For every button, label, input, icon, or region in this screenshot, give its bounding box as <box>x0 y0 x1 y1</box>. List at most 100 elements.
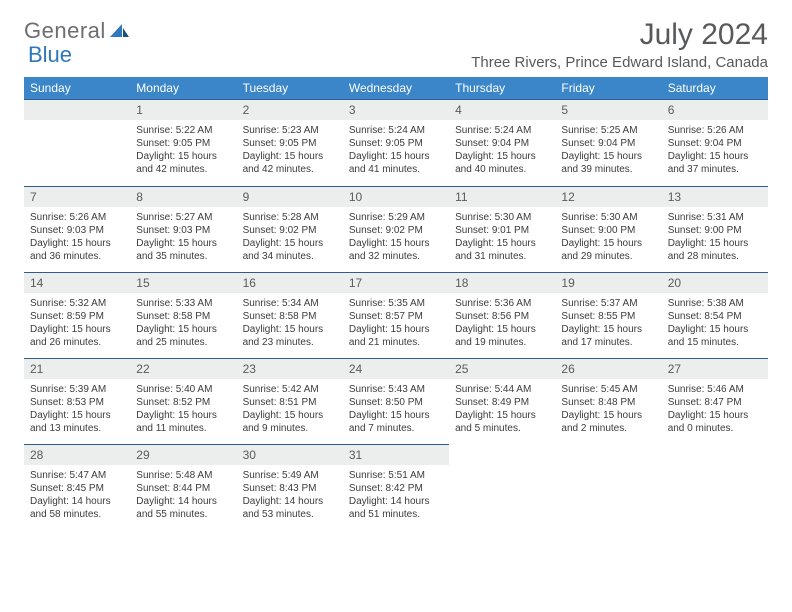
day-body: Sunrise: 5:42 AMSunset: 8:51 PMDaylight:… <box>237 379 343 441</box>
sunrise-line: Sunrise: 5:30 AM <box>455 212 531 223</box>
weekday-header: Tuesday <box>237 77 343 99</box>
sunset-line: Sunset: 8:42 PM <box>349 483 423 494</box>
calendar-day-empty <box>662 443 768 529</box>
calendar-week: 1Sunrise: 5:22 AMSunset: 9:05 PMDaylight… <box>24 99 768 185</box>
calendar-table: SundayMondayTuesdayWednesdayThursdayFrid… <box>24 77 768 530</box>
day-body: Sunrise: 5:27 AMSunset: 9:03 PMDaylight:… <box>130 207 236 269</box>
calendar-day: 12Sunrise: 5:30 AMSunset: 9:00 PMDayligh… <box>555 185 661 271</box>
daylight-line: Daylight: 15 hours and 7 minutes. <box>349 410 430 434</box>
calendar-day: 24Sunrise: 5:43 AMSunset: 8:50 PMDayligh… <box>343 357 449 443</box>
sunset-line: Sunset: 9:03 PM <box>30 225 104 236</box>
day-body: Sunrise: 5:31 AMSunset: 9:00 PMDaylight:… <box>662 207 768 269</box>
calendar-week: 7 Sunrise: 5:26 AM Sunset: 9:03 PM Daylight… <box>24 185 768 271</box>
sunset-line: Sunset: 9:01 PM <box>455 225 529 236</box>
sunset-line: Sunset: 8:49 PM <box>455 397 529 408</box>
sunset-line: Sunset: 9:03 PM <box>136 225 210 236</box>
day-number: 10 <box>343 186 449 207</box>
day-number: 24 <box>343 358 449 379</box>
sunrise-line: Sunrise: 5:51 AM <box>349 470 425 481</box>
daylight-line: Daylight: 15 hours and 42 minutes. <box>136 151 217 175</box>
day-body: Sunrise: 5:40 AMSunset: 8:52 PMDaylight:… <box>130 379 236 441</box>
day-number: 23 <box>237 358 343 379</box>
calendar-day: 7Sunrise: 5:26 AMSunset: 9:03 PMDaylight… <box>24 185 130 271</box>
sunrise-line: Sunrise: 5:24 AM <box>349 125 425 136</box>
day-number: 19 <box>555 272 661 293</box>
header: General July 2024 Three Rivers, Prince E… <box>24 18 768 71</box>
sunrise-line: Sunrise: 5:48 AM <box>136 470 212 481</box>
weekday-header-row: SundayMondayTuesdayWednesdayThursdayFrid… <box>24 77 768 99</box>
daylight-line: Daylight: 15 hours and 32 minutes. <box>349 238 430 262</box>
sunset-line: Sunset: 9:04 PM <box>561 138 635 149</box>
sunset-line: Sunset: 8:55 PM <box>561 311 635 322</box>
sunset-line: Sunset: 9:02 PM <box>349 225 423 236</box>
day-body: Sunrise: 5:43 AMSunset: 8:50 PMDaylight:… <box>343 379 449 441</box>
sunrise-line: Sunrise: 5:35 AM <box>349 298 425 309</box>
calendar-day: 10 Sunrise: 5:29 AM Sunset: 9:02 PM Dayligh… <box>343 185 449 271</box>
day-number: 7 <box>24 186 130 207</box>
day-body: Sunrise: 5:37 AMSunset: 8:55 PMDaylight:… <box>555 293 661 355</box>
calendar-day-empty <box>24 99 130 185</box>
sunrise-line: Sunrise: 5:33 AM <box>136 298 212 309</box>
calendar-day: 28Sunrise: 5:47 AMSunset: 8:45 PMDayligh… <box>24 443 130 529</box>
calendar-week: 14Sunrise: 5:32 AMSunset: 8:59 PMDayligh… <box>24 271 768 357</box>
sunset-line: Sunset: 8:57 PM <box>349 311 423 322</box>
day-body: Sunrise: 5:49 AMSunset: 8:43 PMDaylight:… <box>237 465 343 527</box>
daylight-line: Daylight: 15 hours and 17 minutes. <box>561 324 642 348</box>
day-number: 20 <box>662 272 768 293</box>
day-body: Sunrise: 5:32 AMSunset: 8:59 PMDaylight:… <box>24 293 130 355</box>
sunset-line: Sunset: 8:58 PM <box>243 311 317 322</box>
sunset-line: Sunset: 8:54 PM <box>668 311 742 322</box>
sunrise-line: Sunrise: 5:46 AM <box>668 384 744 395</box>
daylight-line: Daylight: 15 hours and 35 minutes. <box>136 238 217 262</box>
daylight-line: Daylight: 15 hours and 40 minutes. <box>455 151 536 175</box>
day-number: 4 <box>449 99 555 120</box>
calendar-day: 21Sunrise: 5:39 AMSunset: 8:53 PMDayligh… <box>24 357 130 443</box>
calendar-day: 17Sunrise: 5:35 AMSunset: 8:57 PMDayligh… <box>343 271 449 357</box>
day-number: 6 <box>662 99 768 120</box>
sunrise-line: Sunrise: 5:42 AM <box>243 384 319 395</box>
sunrise-line: Sunrise: 5:26 AM <box>30 212 106 223</box>
day-body: Sunrise: 5:33 AMSunset: 8:58 PMDaylight:… <box>130 293 236 355</box>
sunset-line: Sunset: 8:51 PM <box>243 397 317 408</box>
sunrise-line: Sunrise: 5:34 AM <box>243 298 319 309</box>
day-body: Sunrise: 5:45 AMSunset: 8:48 PMDaylight:… <box>555 379 661 441</box>
logo-sail-icon <box>108 22 130 40</box>
calendar-day: 8Sunrise: 5:27 AMSunset: 9:03 PMDaylight… <box>130 185 236 271</box>
calendar-day: 22Sunrise: 5:40 AMSunset: 8:52 PMDayligh… <box>130 357 236 443</box>
day-number: 9 <box>237 186 343 207</box>
calendar-day: 15Sunrise: 5:33 AMSunset: 8:58 PMDayligh… <box>130 271 236 357</box>
sunset-line: Sunset: 8:50 PM <box>349 397 423 408</box>
sunrise-line: Sunrise: 5:36 AM <box>455 298 531 309</box>
calendar-day: 30Sunrise: 5:49 AMSunset: 8:43 PMDayligh… <box>237 443 343 529</box>
day-number: 15 <box>130 272 236 293</box>
sunset-line: Sunset: 8:44 PM <box>136 483 210 494</box>
day-number: 25 <box>449 358 555 379</box>
calendar-day-empty <box>555 443 661 529</box>
calendar-day: 19Sunrise: 5:37 AMSunset: 8:55 PMDayligh… <box>555 271 661 357</box>
daylight-line: Daylight: 15 hours and 21 minutes. <box>349 324 430 348</box>
daylight-line: Daylight: 15 hours and 0 minutes. <box>668 410 749 434</box>
month-title: July 2024 <box>471 18 768 52</box>
calendar-day: 13Sunrise: 5:31 AMSunset: 9:00 PMDayligh… <box>662 185 768 271</box>
weekday-header: Friday <box>555 77 661 99</box>
calendar-day: 16Sunrise: 5:34 AMSunset: 8:58 PMDayligh… <box>237 271 343 357</box>
daylight-line: Daylight: 14 hours and 55 minutes. <box>136 496 217 520</box>
day-number: 28 <box>24 444 130 465</box>
weekday-header: Monday <box>130 77 236 99</box>
daylight-line: Daylight: 15 hours and 2 minutes. <box>561 410 642 434</box>
weekday-header: Saturday <box>662 77 768 99</box>
day-body: Sunrise: 5:29 AM Sunset: 9:02 PM Daylight:… <box>343 207 449 269</box>
sunrise-line: Sunrise: 5:23 AM <box>243 125 319 136</box>
sunrise-line: Sunrise: 5:30 AM <box>561 212 637 223</box>
sunset-line: Sunset: 8:47 PM <box>668 397 742 408</box>
day-body: Sunrise: 5:38 AMSunset: 8:54 PMDaylight:… <box>662 293 768 355</box>
day-body: Sunrise: 5:34 AM Sunset: 8:58 PM Daylight:… <box>237 293 343 355</box>
calendar-day: 31Sunrise: 5:51 AMSunset: 8:42 PMDayligh… <box>343 443 449 529</box>
calendar-day: 18Sunrise: 5:36 AMSunset: 8:56 PMDayligh… <box>449 271 555 357</box>
day-number: 27 <box>662 358 768 379</box>
sunrise-line: Sunrise: 5:29 AM <box>349 212 425 223</box>
calendar-day: 20Sunrise: 5:38 AMSunset: 8:54 PMDayligh… <box>662 271 768 357</box>
daylight-line: Daylight: 15 hours and 23 minutes. <box>243 324 324 348</box>
calendar-day: 4Sunrise: 5:24 AMSunset: 9:04 PMDaylight… <box>449 99 555 185</box>
day-body: Sunrise: 5:25 AMSunset: 9:04 PMDaylight:… <box>555 120 661 182</box>
